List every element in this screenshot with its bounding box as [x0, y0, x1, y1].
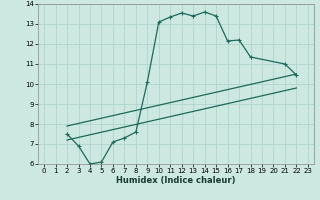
X-axis label: Humidex (Indice chaleur): Humidex (Indice chaleur): [116, 176, 236, 185]
